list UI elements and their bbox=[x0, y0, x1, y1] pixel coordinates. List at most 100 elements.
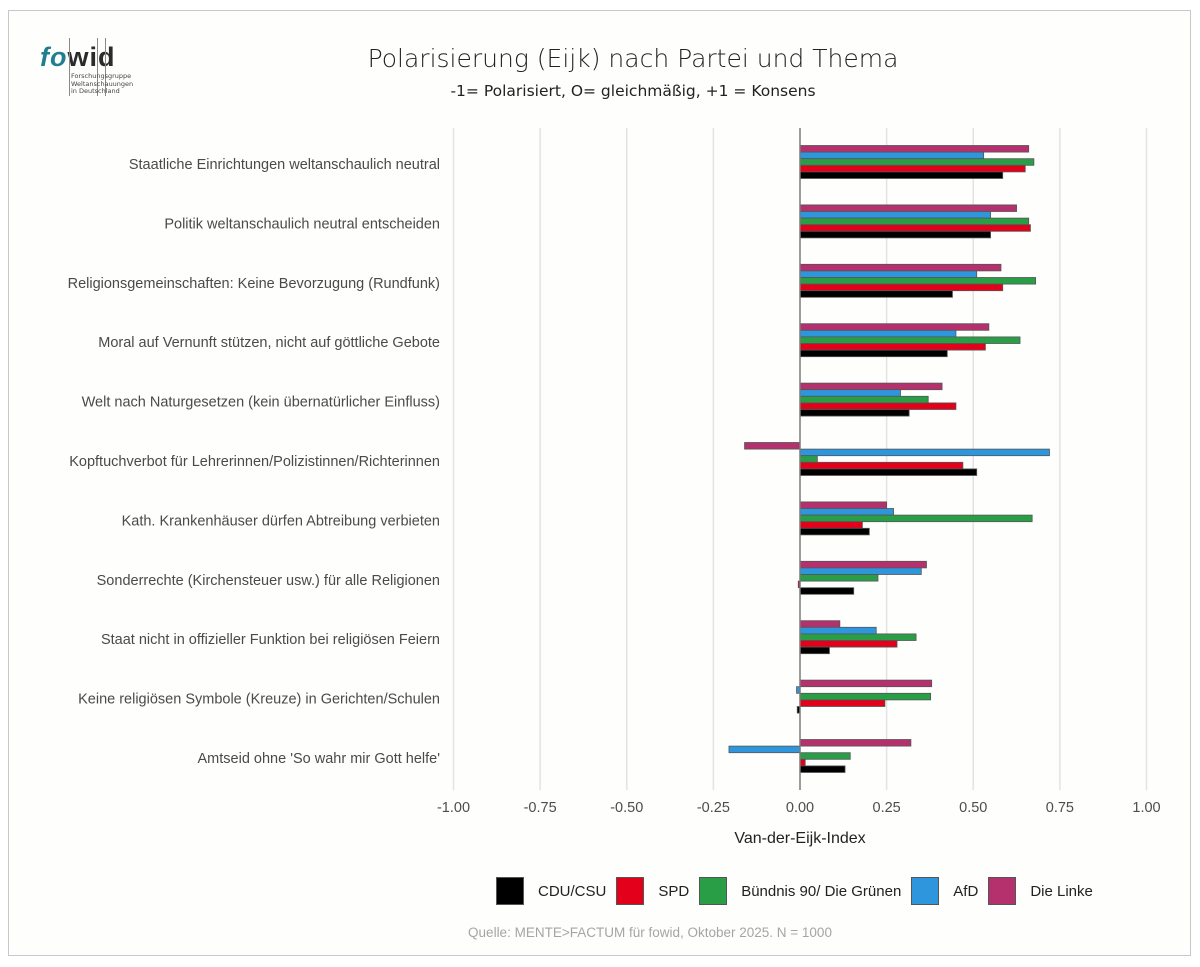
bar-die-linke bbox=[799, 739, 912, 747]
bars bbox=[728, 145, 1050, 773]
logo-subtitle: Forschungsgruppe Weltanschauungen in Deu… bbox=[71, 72, 134, 96]
bar-cdu-csu bbox=[799, 468, 978, 476]
gridlines bbox=[452, 128, 1148, 790]
x-tick-label: -1.00 bbox=[437, 800, 470, 816]
bar-b-ndnis-90-die-gr-nen bbox=[799, 395, 929, 404]
bar-die-linke bbox=[744, 442, 801, 450]
bar-b-ndnis-90-die-gr-nen bbox=[799, 158, 1035, 166]
legend-label: CDU/CSU bbox=[538, 882, 607, 900]
legend-label: SPD bbox=[658, 882, 690, 900]
bar-afd bbox=[799, 151, 985, 160]
bar-spd bbox=[799, 640, 898, 648]
bar-cdu-csu bbox=[799, 765, 846, 773]
bar-cdu-csu bbox=[799, 230, 991, 239]
bar-b-ndnis-90-die-gr-nen bbox=[799, 574, 879, 582]
chart-subtitle: -1= Polarisiert, O= gleichmäßig, +1 = Ko… bbox=[450, 82, 816, 100]
legend-swatch bbox=[496, 877, 524, 905]
legend-label: Bündnis 90/ Die Grünen bbox=[741, 882, 902, 900]
bar-afd bbox=[799, 329, 957, 338]
bar-afd bbox=[799, 389, 901, 397]
bar-die-linke bbox=[799, 382, 943, 391]
fowid-logo: fowid Forschungsgruppe Weltanschauungen … bbox=[40, 38, 150, 102]
bar-afd bbox=[799, 270, 978, 278]
category-label: Politik weltanschaulich neutral entschei… bbox=[164, 216, 440, 232]
legend-label: Die Linke bbox=[1030, 882, 1093, 900]
legend-swatch bbox=[911, 877, 940, 905]
bar-spd bbox=[799, 402, 957, 410]
bar-spd bbox=[799, 224, 1031, 232]
category-label: Amtseid ohne 'So wahr mir Gott helfe' bbox=[198, 751, 441, 767]
logo-subtitle-line: Weltanschauungen bbox=[71, 79, 134, 88]
category-label: Moral auf Vernunft stützen, nicht auf gö… bbox=[98, 335, 440, 351]
bar-die-linke bbox=[799, 323, 990, 331]
logo-divider bbox=[69, 38, 70, 96]
bar-spd bbox=[799, 699, 886, 707]
bar-spd bbox=[799, 283, 1004, 292]
bar-b-ndnis-90-die-gr-nen bbox=[799, 455, 818, 463]
x-tick-label: -0.75 bbox=[524, 800, 557, 816]
bar-cdu-csu bbox=[799, 527, 870, 536]
legend-item: Die Linke bbox=[988, 877, 1093, 905]
bar-b-ndnis-90-die-gr-nen bbox=[799, 633, 917, 641]
bar-b-ndnis-90-die-gr-nen bbox=[799, 752, 851, 760]
legend-swatch bbox=[616, 877, 645, 905]
bar-die-linke bbox=[799, 560, 927, 569]
logo-subtitle-line: Forschungsgruppe bbox=[71, 72, 132, 80]
category-labels: Staatliche Einrichtungen weltanschaulich… bbox=[68, 157, 441, 767]
bar-spd bbox=[799, 461, 964, 470]
x-axis-title: Van-der-Eijk-Index bbox=[734, 830, 865, 847]
bar-cdu-csu bbox=[799, 290, 953, 298]
logo-text-i: i bbox=[89, 42, 99, 72]
category-label: Staat nicht in offizieller Funktion bei … bbox=[101, 632, 440, 648]
bar-b-ndnis-90-die-gr-nen bbox=[799, 277, 1037, 285]
category-label: Religionsgemeinschaften: Keine Bevorzugu… bbox=[68, 276, 440, 292]
bar-b-ndnis-90-die-gr-nen bbox=[799, 336, 1021, 344]
bar-die-linke bbox=[799, 263, 1002, 272]
legend-item: AfD bbox=[911, 877, 978, 905]
bar-spd bbox=[799, 343, 986, 351]
bar-b-ndnis-90-die-gr-nen bbox=[799, 514, 1033, 523]
legend-swatch bbox=[988, 877, 1017, 905]
bar-afd bbox=[799, 508, 894, 516]
x-tick-label: 0.00 bbox=[786, 800, 814, 816]
bar-die-linke bbox=[799, 501, 888, 509]
bar-die-linke bbox=[799, 679, 933, 688]
x-tick-label: 1.00 bbox=[1132, 800, 1160, 816]
category-label: Kath. Krankenhäuser dürfen Abtreibung ve… bbox=[122, 513, 440, 529]
bar-afd bbox=[799, 567, 922, 575]
logo-text-w: w bbox=[67, 42, 90, 72]
legend-label: AfD bbox=[953, 882, 979, 900]
bar-spd bbox=[799, 521, 863, 529]
chart-title: Polarisierung (Eijk) nach Partei und The… bbox=[367, 44, 899, 73]
bar-die-linke bbox=[799, 204, 1017, 212]
x-tick-label: 0.50 bbox=[959, 800, 987, 816]
legend-item: Bündnis 90/ Die Grünen bbox=[699, 877, 901, 905]
legend: CDU/CSU SPD Bündnis 90/ Die Grünen AfD Die L… bbox=[496, 876, 1103, 906]
category-label: Kopftuchverbot für Lehrerinnen/Polizisti… bbox=[69, 454, 440, 470]
logo-divider bbox=[105, 38, 106, 96]
logo-divider bbox=[97, 38, 98, 96]
bar-cdu-csu bbox=[799, 171, 1004, 179]
bar-afd bbox=[799, 448, 1050, 457]
category-label: Welt nach Naturgesetzen (kein übernatürl… bbox=[82, 395, 440, 411]
bar-spd bbox=[799, 164, 1026, 173]
bar-afd bbox=[799, 211, 991, 219]
category-label: Keine religiösen Symbole (Kreuze) in Ger… bbox=[78, 692, 440, 708]
bar-die-linke bbox=[799, 620, 841, 628]
bar-cdu-csu bbox=[799, 646, 830, 655]
legend-item: CDU/CSU bbox=[496, 877, 606, 905]
category-label: Staatliche Einrichtungen weltanschaulich… bbox=[129, 157, 440, 173]
bar-cdu-csu bbox=[799, 409, 910, 417]
bar-afd bbox=[799, 626, 877, 635]
source-note: Quelle: MENTE>FACTUM für fowid, Oktober … bbox=[468, 925, 832, 940]
logo-text-d: d bbox=[98, 42, 116, 72]
legend-swatch bbox=[699, 877, 728, 905]
bar-afd bbox=[728, 745, 801, 754]
logo-text-fo: fo bbox=[40, 42, 68, 72]
x-tick-label: 0.25 bbox=[873, 800, 901, 816]
bar-b-ndnis-90-die-gr-nen bbox=[799, 692, 932, 701]
bar-b-ndnis-90-die-gr-nen bbox=[799, 217, 1030, 226]
category-label: Sonderrechte (Kirchensteuer usw.) für al… bbox=[97, 573, 440, 589]
x-tick-label: -0.50 bbox=[610, 800, 643, 816]
